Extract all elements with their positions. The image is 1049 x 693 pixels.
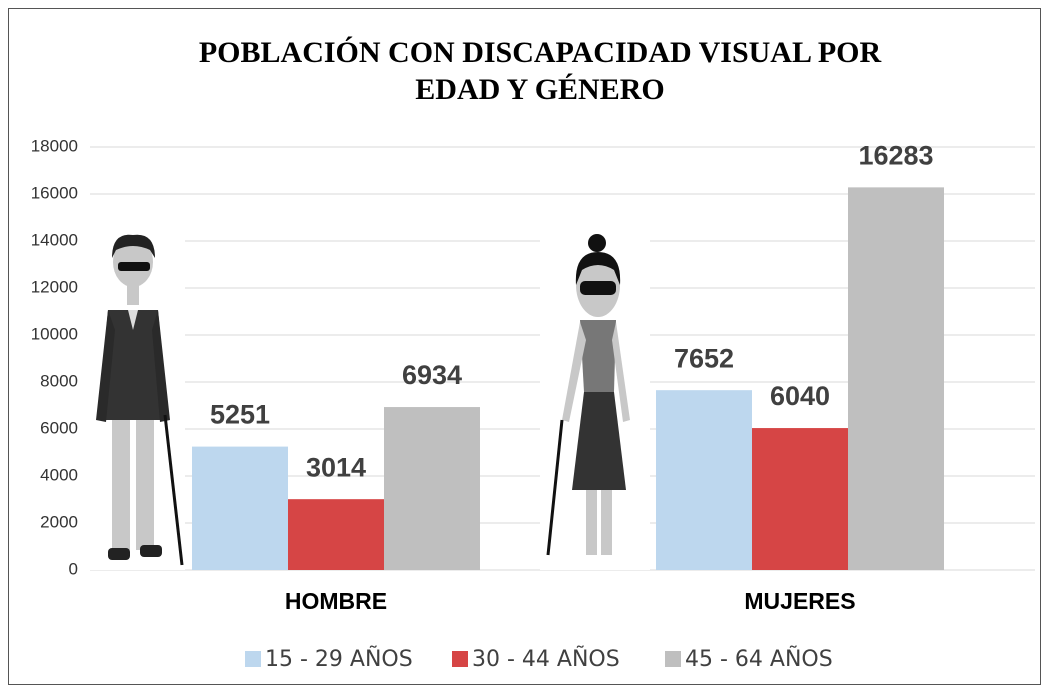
bar <box>752 428 848 570</box>
legend-label: 15 - 29 AÑOS <box>265 645 413 672</box>
value-label: 7652 <box>674 343 734 373</box>
bar <box>192 447 288 570</box>
legend-label: 30 - 44 AÑOS <box>472 645 620 672</box>
chart: POBLACIÓN CON DISCAPACIDAD VISUAL POR ED… <box>0 0 1049 693</box>
y-tick-label: 14000 <box>31 230 78 249</box>
y-tick-label: 4000 <box>40 465 78 484</box>
y-tick-label: 10000 <box>31 324 78 343</box>
chart-title: POBLACIÓN CON DISCAPACIDAD VISUAL POR <box>199 36 882 69</box>
legend-swatch <box>245 651 261 667</box>
bar <box>848 187 944 570</box>
y-tick-label: 16000 <box>31 183 78 202</box>
value-label: 6934 <box>402 360 462 390</box>
chart-title: EDAD Y GÉNERO <box>415 73 664 106</box>
value-label: 5251 <box>210 400 270 430</box>
legend-swatch <box>452 651 468 667</box>
y-tick-label: 2000 <box>40 512 78 531</box>
y-tick-label: 0 <box>69 559 78 578</box>
bar <box>656 390 752 570</box>
value-label: 6040 <box>770 381 830 411</box>
y-tick-label: 18000 <box>31 136 78 155</box>
bar <box>384 407 480 570</box>
man-illustration <box>90 230 185 570</box>
x-tick-label: MUJERES <box>744 588 855 614</box>
value-label: 16283 <box>858 140 933 170</box>
bar <box>288 499 384 570</box>
y-tick-label: 12000 <box>31 277 78 296</box>
value-label: 3014 <box>306 452 366 482</box>
y-tick-label: 8000 <box>40 371 78 390</box>
legend-swatch <box>665 651 681 667</box>
legend-label: 45 - 64 AÑOS <box>685 645 833 672</box>
woman-illustration <box>540 230 650 570</box>
y-tick-label: 6000 <box>40 418 78 437</box>
x-tick-label: HOMBRE <box>285 588 387 614</box>
